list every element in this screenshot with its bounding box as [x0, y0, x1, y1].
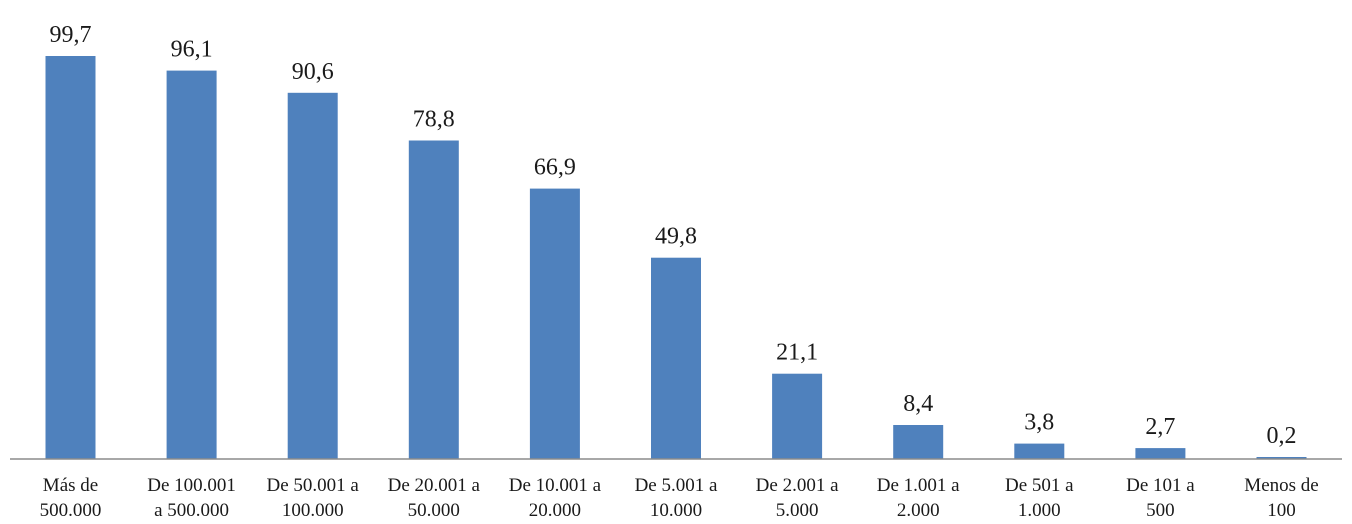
category-label-7: De 2.001 a 5.000	[756, 475, 839, 521]
bar-10	[1135, 448, 1186, 459]
category-label-8: De 1.001 a 2.000	[877, 475, 960, 521]
bar-5	[529, 188, 580, 459]
category-label-line: Más de	[43, 475, 98, 496]
category-label-10: De 101 a 500	[1126, 475, 1195, 521]
data-label-11: 0,2	[1267, 423, 1297, 449]
category-label-line: Menos de	[1244, 475, 1318, 496]
category-label-line: De 20.001 a	[388, 475, 481, 496]
bar-7	[772, 373, 823, 459]
data-label-8: 8,4	[903, 391, 933, 417]
category-label-2: De 100.001 a 500.000	[147, 475, 236, 521]
category-label-5: De 10.001 a 20.000	[509, 475, 602, 521]
bar-11	[1256, 457, 1307, 459]
bar-8	[893, 425, 944, 459]
category-label-line: De 101 a	[1126, 475, 1195, 496]
bars-group	[45, 56, 1307, 460]
category-label-line: 1.000	[1018, 500, 1061, 521]
data-label-1: 99,7	[50, 22, 92, 48]
category-label-4: De 20.001 a 50.000	[388, 475, 481, 521]
category-label-line: 100.000	[282, 500, 344, 521]
category-label-line: 20.000	[529, 500, 581, 521]
category-label-6: De 5.001 a 10.000	[635, 475, 718, 521]
category-label-line: 500.000	[40, 500, 102, 521]
category-label-line: De 50.001 a	[267, 475, 360, 496]
category-label-1: Más de 500.000	[40, 475, 102, 521]
category-labels-group: Más de 500.000 De 100.001 a 500.000 De 50.00…	[40, 475, 1319, 521]
data-label-10: 2,7	[1145, 414, 1175, 440]
category-label-line: 100	[1267, 500, 1296, 521]
data-label-5: 66,9	[534, 155, 576, 181]
data-label-7: 21,1	[776, 340, 818, 366]
category-label-line: De 501 a	[1005, 475, 1074, 496]
bar-2	[166, 70, 217, 459]
bar-1	[45, 56, 96, 459]
bar-3	[287, 92, 338, 460]
category-label-line: 10.000	[650, 500, 702, 521]
bar-4	[408, 140, 459, 459]
category-label-line: De 10.001 a	[509, 475, 602, 496]
bar-9	[1014, 443, 1065, 459]
category-label-11: Menos de 100	[1244, 475, 1318, 521]
category-label-line: De 5.001 a	[635, 475, 718, 496]
data-label-2: 96,1	[171, 37, 213, 63]
category-label-line: a 500.000	[154, 500, 229, 521]
category-label-line: De 1.001 a	[877, 475, 960, 496]
category-label-line: De 2.001 a	[756, 475, 839, 496]
category-label-line: 500	[1146, 500, 1175, 521]
category-label-9: De 501 a 1.000	[1005, 475, 1074, 521]
category-label-3: De 50.001 a 100.000	[267, 475, 360, 521]
category-label-line: 50.000	[408, 500, 460, 521]
category-label-line: 5.000	[776, 500, 819, 521]
bar-6	[651, 257, 701, 459]
data-label-3: 90,6	[292, 59, 334, 85]
data-label-4: 78,8	[413, 107, 455, 133]
value-labels-group: 99,7 96,1 90,6 78,8 66,9 49,8 21,1 8,4 3,8 2,7 0,2	[50, 22, 1297, 449]
category-label-line: 2.000	[897, 500, 940, 521]
data-label-9: 3,8	[1024, 410, 1054, 436]
data-label-6: 49,8	[655, 224, 697, 250]
category-label-line: De 100.001	[147, 475, 236, 496]
